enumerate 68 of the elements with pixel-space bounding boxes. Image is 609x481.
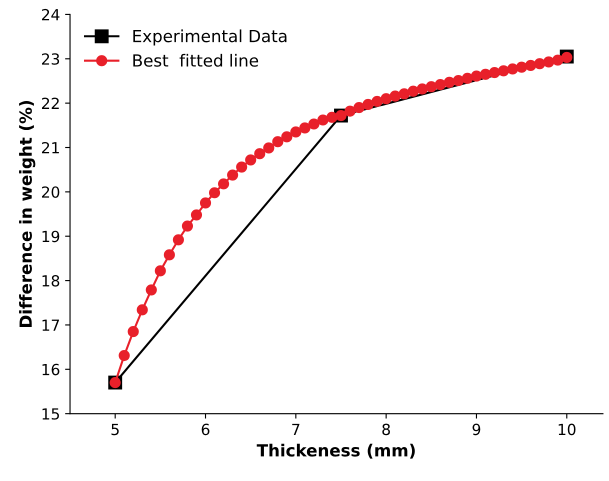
point (498, 65, 510, 76)
y-tick-label: 19 (42, 230, 60, 242)
point (525, 60, 536, 71)
point (462, 72, 473, 84)
point (408, 86, 419, 97)
y-tick-label: 15 (42, 408, 59, 420)
y-tick-label: 21 (42, 142, 59, 154)
x-axis-title: Thickeness (mm) (256, 444, 415, 459)
point (227, 169, 238, 181)
point (200, 197, 212, 209)
point (182, 220, 194, 232)
point (281, 131, 292, 142)
point (154, 265, 166, 276)
point (416, 83, 428, 95)
x-tick-label: 8 (382, 424, 390, 436)
point (488, 66, 500, 78)
point (245, 154, 256, 166)
point (398, 88, 410, 100)
point (317, 114, 328, 126)
point (118, 350, 130, 362)
point (263, 142, 274, 154)
point (380, 93, 392, 104)
point (128, 326, 139, 338)
point (146, 284, 157, 296)
point (426, 81, 437, 92)
point (236, 161, 248, 173)
point (390, 90, 401, 102)
point (344, 106, 356, 117)
point (543, 56, 554, 68)
point (372, 96, 383, 107)
x-tick-label: 7 (292, 424, 300, 435)
point (172, 234, 184, 246)
point (218, 178, 230, 190)
legend-label: Experimental Data (133, 29, 286, 46)
point (326, 112, 338, 123)
point (136, 304, 148, 316)
y-tick-label: 24 (42, 8, 60, 20)
x-tick-label: 5 (112, 424, 119, 436)
y-tick-label: 23 (42, 53, 60, 65)
point (434, 78, 446, 90)
point (299, 122, 310, 134)
point (534, 58, 546, 70)
point (452, 74, 464, 86)
point (362, 98, 374, 110)
legend-label: Best fitted line (133, 54, 258, 67)
x-tick-label: 10 (558, 424, 576, 436)
y-tick-label: 17 (42, 320, 60, 331)
y-tick-label: 16 (42, 364, 60, 376)
point (470, 70, 482, 82)
point (480, 68, 492, 80)
point (507, 63, 518, 75)
point (353, 102, 365, 114)
y-tick-label: 18 (42, 275, 60, 287)
point (164, 249, 175, 260)
point (516, 62, 528, 73)
point (552, 54, 564, 66)
y-axis-title: Difference in weight (%) (19, 100, 36, 328)
point (272, 136, 284, 148)
y-tick-label: 22 (42, 98, 59, 109)
point (290, 126, 302, 138)
point (208, 187, 220, 198)
point (190, 209, 202, 220)
point (308, 118, 320, 130)
point (444, 76, 455, 88)
y-tick-label: 20 (42, 186, 60, 198)
point (254, 148, 266, 160)
x-tick-label: 9 (472, 424, 480, 436)
x-tick-label: 6 (202, 424, 210, 436)
